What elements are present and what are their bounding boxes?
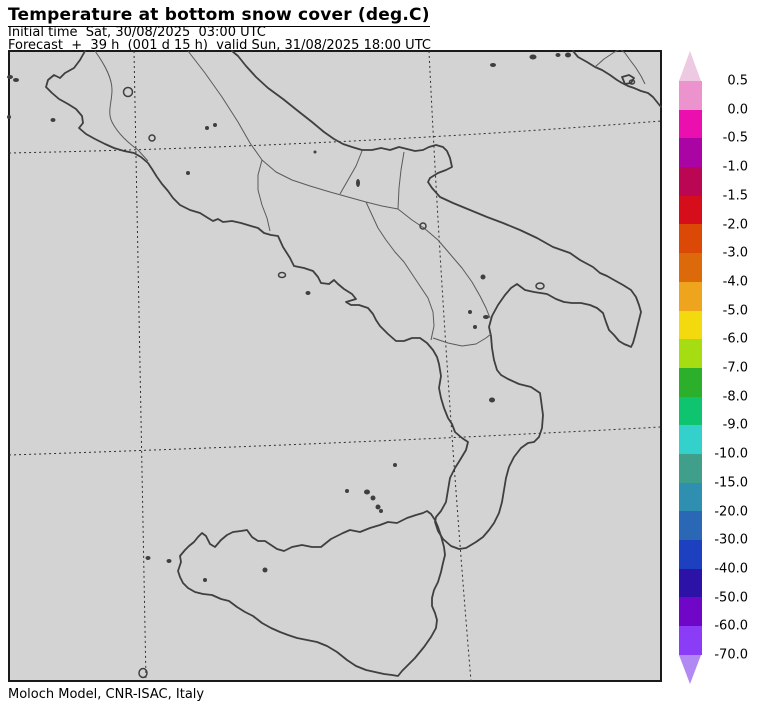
colorbar-segment (679, 511, 702, 540)
colorbar-level-label: -40.0 (714, 561, 748, 577)
colorbar-level-label: -60.0 (714, 618, 748, 634)
colorbar-level-label: -70.0 (714, 647, 748, 663)
colorbar-level-label: 0.5 (727, 73, 748, 89)
map-area (7, 48, 663, 683)
region-borders (94, 48, 646, 347)
colorbar-segment (679, 253, 702, 282)
colorbar-segment (679, 195, 702, 225)
colorbar-level-label: -2.0 (722, 217, 748, 232)
grid-parallel-north (8, 120, 662, 154)
islands-and-lakes (7, 52, 636, 679)
forecast-line: Forecast + 39 h (001 d 15 h) valid Sun, … (8, 38, 431, 53)
colorbar-segment (679, 310, 702, 340)
initial-time-line: Initial time Sat, 30/08/2025 03:00 UTC (8, 25, 266, 40)
colorbar-segment (679, 224, 702, 254)
model-credit: Moloch Model, CNR-ISAC, Italy (8, 687, 205, 702)
grid-meridian-east (428, 50, 472, 682)
colorbar-segment (679, 367, 702, 397)
colorbar-level-label: -0.5 (722, 130, 748, 146)
colorbar-segment (679, 109, 702, 139)
colorbar-segment (679, 396, 702, 426)
colorbar (679, 81, 702, 655)
colorbar-level-label: -50.0 (714, 590, 748, 606)
colorbar-segment (679, 597, 702, 627)
coastline-mainland-italy (45, 50, 642, 550)
colorbar-level-label: -1.0 (722, 159, 748, 175)
colorbar-level-label: -9.0 (722, 417, 748, 433)
colorbar-segment (679, 167, 702, 196)
colorbar-level-label: -1.5 (722, 188, 748, 204)
colorbar-level-label: -5.0 (722, 303, 748, 319)
coastline-sicily (177, 510, 446, 677)
colorbar-segment (679, 81, 702, 110)
colorbar-level-label: -7.0 (722, 360, 748, 376)
colorbar-level-label: 0.0 (727, 102, 748, 118)
colorbar-level-label: -15.0 (714, 475, 748, 491)
colorbar-segment (679, 453, 702, 483)
colorbar-segment (679, 568, 702, 598)
colorbar-level-label: -3.0 (722, 245, 748, 261)
colorbar-level-label: -30.0 (714, 532, 748, 548)
colorbar-labels: 0.5 0.0 -0.5 -1.0 -1.5 -2.0 -3.0 -4.0 -5.0 -6.0 -7… (702, 0, 750, 707)
colorbar-segment (679, 138, 702, 168)
colorbar-level-label: -4.0 (722, 274, 748, 290)
map-canvas (7, 48, 662, 682)
colorbar-segment (679, 339, 702, 368)
coastline-balkan (572, 50, 662, 108)
colorbar-arrow-up-icon (679, 51, 701, 81)
colorbar-segment (679, 540, 702, 569)
colorbar-level-label: -10.0 (714, 446, 748, 462)
colorbar-segment (679, 425, 702, 454)
page-title: Temperature at bottom snow cover (deg.C) (8, 5, 430, 27)
map-background (8, 50, 662, 682)
colorbar-arrow-down-icon (679, 655, 701, 684)
colorbar-segment (679, 482, 702, 512)
grid-parallel-south (8, 426, 662, 456)
colorbar-segment (679, 281, 702, 311)
colorbar-level-label: -8.0 (722, 389, 748, 405)
colorbar-level-label: -20.0 (714, 504, 748, 519)
grid-meridian-west (133, 50, 147, 682)
colorbar-level-label: -6.0 (722, 331, 748, 347)
colorbar-segment (679, 626, 702, 655)
